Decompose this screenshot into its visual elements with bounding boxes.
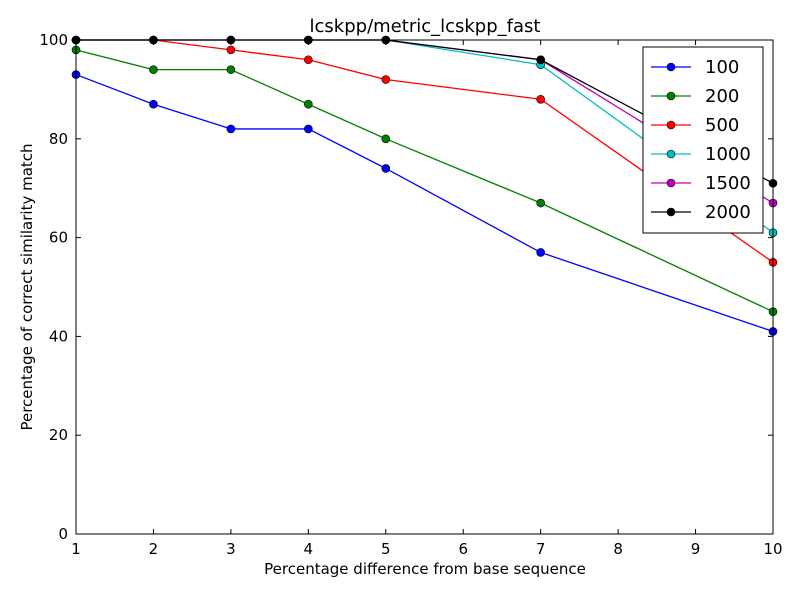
data-point-200-5 (381, 134, 391, 144)
data-point-200-4 (304, 99, 313, 109)
legend-marker-100 (666, 62, 676, 72)
x-tick-label-2: 2 (149, 540, 159, 558)
data-point-100-5 (381, 164, 391, 173)
y-tick-label-60: 60 (49, 229, 68, 247)
data-point-500-4 (304, 55, 313, 65)
legend-item-1000: 1000 (651, 144, 751, 165)
data-point-100-4 (304, 124, 313, 134)
x-tick-label-4: 4 (304, 540, 314, 558)
x-tick-label-6: 6 (458, 540, 468, 558)
series-200 (71, 45, 778, 317)
data-point-200-7 (536, 198, 545, 208)
x-tick-label-8: 8 (613, 540, 623, 558)
y-tick-label-100: 100 (39, 31, 68, 49)
data-point-2000-7 (536, 55, 545, 65)
x-tick-label-3: 3 (226, 540, 236, 558)
data-point-100-7 (536, 248, 545, 257)
legend-item-1500: 1500 (651, 173, 751, 194)
y-tick-label-0: 0 (58, 525, 68, 543)
legend-box (642, 46, 764, 234)
y-tick-label-40: 40 (49, 327, 68, 345)
x-tick-label-10: 10 (763, 540, 782, 558)
legend-label-500: 500 (705, 115, 739, 136)
x-tick-label-1: 1 (71, 540, 81, 558)
legend-label-1500: 1500 (705, 173, 751, 194)
legend-marker-200 (666, 91, 676, 101)
series-100 (71, 70, 778, 336)
legend-item-2000: 2000 (651, 202, 751, 223)
data-point-500-5 (381, 75, 391, 84)
chart-title: lcskpp/metric_lcskpp_fast (310, 16, 541, 37)
legend-marker-500 (666, 120, 676, 130)
data-point-200-3 (226, 65, 236, 74)
legend-marker-1000 (666, 149, 676, 159)
y-tick-label-20: 20 (49, 426, 68, 444)
y-tick-label-80: 80 (49, 130, 68, 148)
data-point-200-2 (149, 65, 158, 74)
legend-label-100: 100 (705, 57, 739, 78)
plot-frame (75, 39, 774, 535)
legend-item-100: 100 (651, 57, 739, 78)
legend-label-2000: 2000 (705, 202, 751, 223)
data-point-500-3 (226, 45, 236, 55)
x-axis-label: Percentage difference from base sequence (264, 560, 586, 578)
legend-item-500: 500 (651, 115, 739, 136)
legend-marker-1500 (666, 178, 676, 188)
data-point-100-3 (226, 124, 236, 134)
y-axis-label: Percentage of correct similarity match (18, 143, 36, 430)
x-tick-label-7: 7 (536, 540, 546, 558)
legend: 100 200 500 1000 1500 2000 (642, 46, 764, 234)
legend-marker-2000 (666, 207, 676, 217)
x-tick-label-5: 5 (381, 540, 391, 558)
data-point-500-7 (536, 94, 545, 104)
data-point-100-2 (149, 99, 158, 109)
x-tick-label-9: 9 (691, 540, 701, 558)
legend-label-1000: 1000 (705, 144, 751, 165)
legend-label-200: 200 (705, 86, 739, 107)
legend-item-200: 200 (651, 86, 739, 107)
